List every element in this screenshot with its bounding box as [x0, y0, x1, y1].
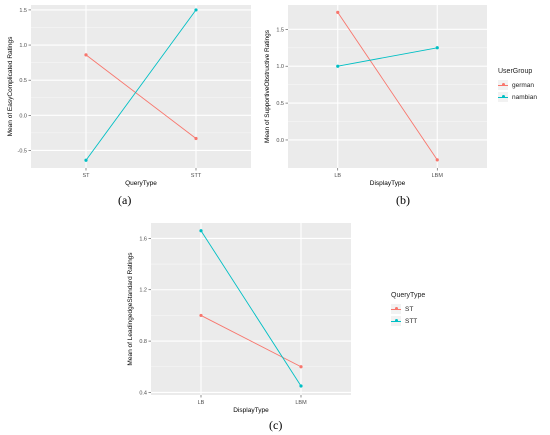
- chart-a-series-line-nambian: [85, 9, 197, 161]
- chart-a-y-tick-label: 1.0: [19, 43, 27, 49]
- caption-a: (a): [118, 193, 132, 207]
- legend-key-dot: [501, 83, 505, 86]
- chart-a-series-line-german: [85, 54, 197, 139]
- chart-b-series-line-nambian: [337, 47, 438, 67]
- chart-b-x-tick-label: LBM: [432, 173, 444, 179]
- chart-a-y-tick-label: 0.0: [19, 113, 27, 119]
- chart-a: -0.5 0.0 0.5 1.0 1.5 ST STT QueryType Mean of Ea…: [0, 0, 258, 190]
- caption-b: (b): [396, 193, 410, 207]
- chart-a-plot-background: [31, 5, 251, 168]
- chart-a-data-point: [194, 8, 198, 12]
- chart-a-svg: -0.5 0.0 0.5 1.0 1.5 ST STT QueryType Mean of Ea…: [7, 5, 251, 187]
- chart-c: 0.4 0.8 1.2 1.6 LB LBM DisplayType Mean of Lead…: [115, 215, 445, 415]
- legend-key-dot: [501, 95, 505, 98]
- legend-item: nambian: [498, 91, 537, 103]
- chart-b-y-tick-label: 1.0: [276, 64, 284, 70]
- chart-c-y-axis-title: Mean of LeadingedgeStandard Ratings: [127, 252, 134, 366]
- chart-c-data-point: [199, 313, 203, 318]
- legend-key: [498, 92, 508, 102]
- chart-a-x-tick-label: ST: [82, 173, 90, 179]
- chart-c-y-tick-label: 0.4: [139, 390, 147, 396]
- chart-c-y-tick-label: 1.6: [139, 236, 147, 242]
- chart-a-data-point: [194, 136, 198, 141]
- chart-b-y-tick-label: 1.5: [276, 27, 284, 33]
- chart-b-data-point: [336, 10, 340, 14]
- legend-label: STT: [405, 317, 418, 325]
- chart-b-y-tick-label: 0.0: [276, 138, 284, 144]
- legend-key: [391, 316, 401, 326]
- legend-user-group: UserGroup german nambian: [498, 68, 537, 103]
- chart-c-y-tick-label: 0.8: [139, 339, 147, 345]
- chart-a-data-point: [84, 53, 88, 57]
- chart-a-y-axis-title: Mean of EasyComplicated Ratings: [7, 36, 14, 136]
- chart-c-y-tick-label: 1.2: [139, 288, 147, 294]
- chart-a-y-tick-label: 0.5: [19, 78, 27, 84]
- chart-a-y-tick-label: -0.5: [18, 148, 27, 154]
- chart-b-y-axis-title: Mean of SupportiveObstructive Ratings: [264, 29, 271, 143]
- legend-item: german: [498, 79, 537, 91]
- chart-b-y-tick-label: 0.5: [276, 101, 284, 107]
- chart-c-data-point: [299, 365, 303, 369]
- chart-c-x-tick-label: LB: [198, 400, 205, 406]
- chart-c-data-point: [299, 384, 303, 388]
- legend-query-type: QueryType ST STT: [391, 292, 425, 327]
- chart-c-series-line-STT: [200, 230, 302, 387]
- legend-item: STT: [391, 315, 425, 327]
- caption-c: (c): [269, 418, 283, 432]
- chart-c-svg: 0.4 0.8 1.2 1.6 LB LBM DisplayType Mean of Lead…: [127, 223, 351, 414]
- legend-title: UserGroup: [498, 68, 533, 75]
- legend-item: ST: [391, 303, 425, 315]
- chart-c-x-tick-label: LBM: [295, 400, 307, 406]
- chart-a-x-axis-title: QueryType: [125, 180, 157, 187]
- chart-c-series-line-ST: [200, 315, 302, 368]
- legend-label: german: [512, 81, 535, 89]
- chart-a-data-point: [84, 158, 88, 162]
- chart-b-series-line-german: [337, 12, 438, 161]
- legend-title: QueryType: [391, 292, 426, 299]
- legend-key: [498, 80, 508, 90]
- legend-key-dot: [394, 319, 398, 322]
- chart-b-data-point: [435, 46, 439, 50]
- chart-b-data-point: [435, 158, 439, 162]
- chart-b-x-tick-label: LB: [334, 173, 341, 179]
- legend-label: nambian: [512, 93, 537, 101]
- legend-label: ST: [405, 305, 414, 313]
- chart-a-y-tick-label: 1.5: [19, 8, 27, 14]
- chart-b-data-point: [336, 64, 340, 68]
- legend-key-dot: [394, 307, 398, 310]
- chart-b-x-axis-title: DisplayType: [370, 180, 406, 187]
- chart-b: 0.0 0.5 1.0 1.5 LB LBM DisplayType Mean of Supp…: [258, 0, 550, 190]
- chart-b-svg: 0.0 0.5 1.0 1.5 LB LBM DisplayType Mean of Supp…: [264, 5, 487, 187]
- chart-c-x-axis-title: DisplayType: [233, 407, 269, 414]
- chart-a-x-tick-label: STT: [191, 173, 202, 179]
- legend-key: [391, 304, 401, 314]
- chart-c-data-point: [199, 229, 203, 233]
